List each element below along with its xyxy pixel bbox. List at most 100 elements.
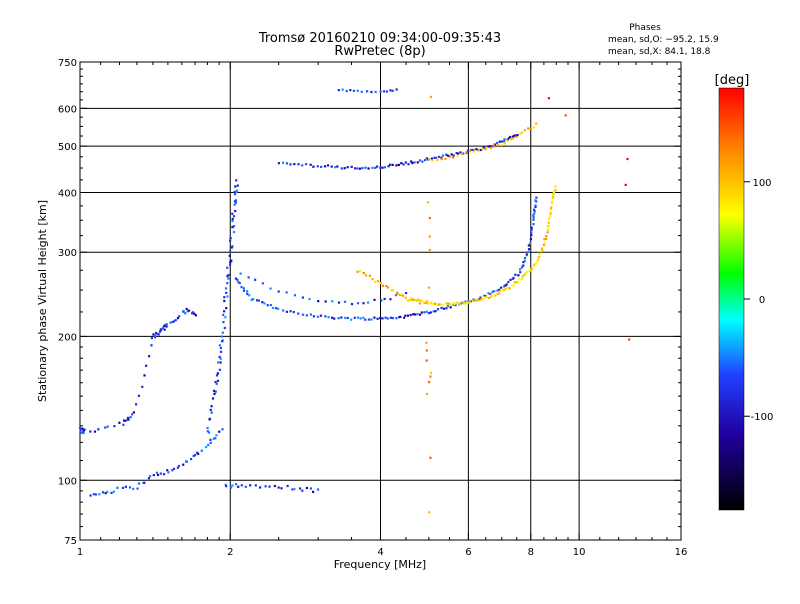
data-point (286, 484, 289, 488)
data-point (519, 132, 522, 135)
data-point (383, 166, 386, 169)
colorbar (718, 87, 745, 511)
data-point (541, 249, 544, 252)
data-point (481, 148, 484, 151)
data-point (269, 303, 272, 307)
data-point (421, 160, 424, 163)
data-point (229, 250, 232, 253)
data-point (275, 307, 278, 310)
legend-title: Phases (629, 23, 661, 33)
data-point (223, 310, 226, 313)
data-point (297, 312, 300, 315)
data-point (159, 472, 162, 475)
data-point (344, 316, 347, 319)
data-point (324, 300, 327, 303)
data-point (360, 90, 363, 93)
data-point (252, 298, 255, 301)
data-point (426, 201, 430, 204)
data-point (564, 114, 567, 117)
y-axis-label: Stationary phase Virtual Height [km] (36, 200, 49, 402)
data-point (225, 485, 228, 488)
data-point (232, 215, 236, 218)
data-point (224, 287, 228, 290)
data-point (535, 196, 538, 199)
data-point (239, 272, 242, 275)
data-point (233, 193, 237, 196)
data-point (424, 159, 427, 162)
data-point (135, 403, 138, 406)
x-tick-label: 6 (465, 547, 471, 558)
data-point (547, 217, 550, 221)
data-point (291, 488, 294, 491)
data-point (432, 310, 435, 313)
y-tick-label: 100 (58, 476, 77, 487)
data-point (350, 165, 353, 168)
data-point (254, 278, 257, 281)
data-point (207, 443, 210, 447)
data-point (482, 146, 485, 149)
data-point (418, 159, 422, 162)
data-point (361, 166, 364, 170)
data-point (171, 469, 174, 472)
data-point (126, 418, 129, 421)
data-point (225, 307, 228, 310)
data-point (158, 330, 161, 333)
y-tick-label: 200 (58, 332, 77, 343)
data-point (382, 90, 386, 93)
data-point (231, 220, 234, 223)
data-point (352, 89, 355, 92)
data-point (337, 89, 340, 92)
data-point (185, 307, 188, 311)
data-point (425, 341, 428, 344)
data-point (437, 155, 440, 158)
data-point (211, 397, 215, 400)
data-point (403, 316, 406, 319)
data-point (147, 477, 150, 480)
data-point (282, 161, 285, 164)
data-point (506, 139, 509, 143)
data-point (368, 274, 371, 277)
data-point (356, 167, 359, 170)
data-point (441, 303, 444, 306)
data-point (512, 284, 515, 287)
data-point (429, 371, 432, 375)
data-point (232, 230, 236, 234)
data-point (523, 129, 526, 132)
data-point (346, 316, 349, 320)
data-point (438, 303, 441, 306)
data-point (517, 274, 520, 277)
data-point (233, 190, 236, 194)
data-point (186, 310, 189, 313)
data-point (121, 486, 125, 489)
data-point (530, 269, 533, 272)
data-point (196, 451, 199, 454)
data-point (206, 430, 209, 433)
data-point (309, 163, 312, 166)
data-point (503, 142, 506, 145)
data-point (312, 315, 315, 318)
data-point (132, 487, 135, 490)
data-point (551, 194, 554, 197)
data-point (331, 316, 334, 319)
data-point (210, 411, 213, 414)
data-point (285, 310, 288, 313)
data-point (431, 159, 434, 162)
data-point (411, 298, 414, 301)
data-point (455, 152, 458, 155)
data-point (362, 272, 365, 275)
data-point (248, 294, 251, 297)
data-point (528, 270, 531, 273)
data-point (104, 492, 107, 495)
data-point (155, 471, 158, 474)
data-point (154, 336, 157, 339)
data-point (487, 145, 490, 148)
data-point (418, 302, 421, 305)
data-point (285, 291, 288, 294)
data-point (234, 210, 237, 213)
axis-ticks: 1 2 4 6 8 10 16 75 100 200 300 400 500 600 750 (58, 58, 687, 558)
data-point (214, 380, 217, 384)
data-point (176, 466, 179, 469)
data-point (472, 148, 475, 152)
data-point (459, 151, 462, 154)
y-tick-label: 750 (58, 58, 77, 69)
